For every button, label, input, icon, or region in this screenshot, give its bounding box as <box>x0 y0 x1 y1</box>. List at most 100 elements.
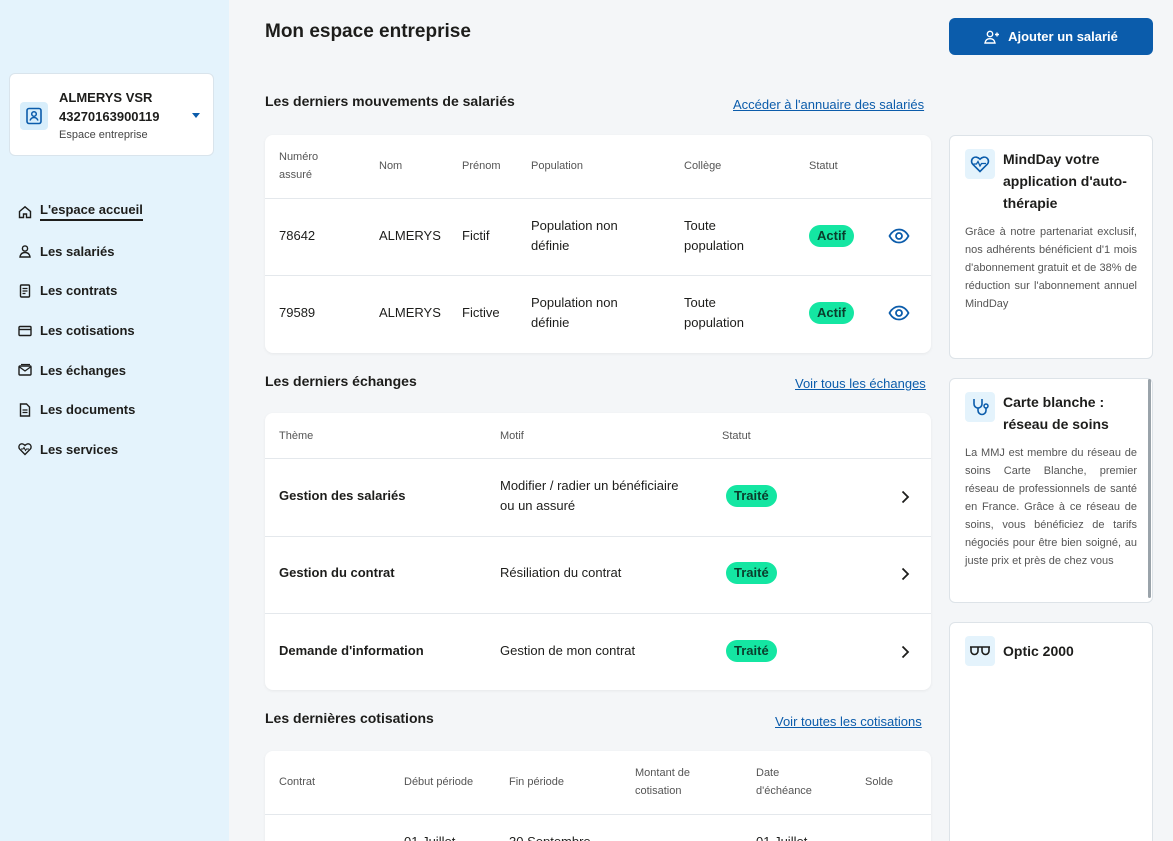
card-scrollbar[interactable] <box>1148 379 1151 598</box>
service-title: Optic 2000 <box>1003 643 1074 659</box>
row-divider <box>265 458 931 459</box>
col-numero: Numéro assuré <box>279 151 319 181</box>
service-description: La MMJ est membre du réseau de soins Car… <box>965 447 1137 567</box>
row-divider <box>265 198 931 199</box>
nav-label: Les cotisations <box>40 323 135 339</box>
account-selector[interactable]: ALMERYS VSR 43270163900119 Espace entrep… <box>9 73 214 156</box>
view-eye-icon[interactable] <box>888 305 910 321</box>
col-motif: Motif <box>500 430 524 442</box>
cell-echeance: 01 Juillet <box>756 832 807 841</box>
cell-theme: Gestion des salariés <box>279 488 406 503</box>
cell-population: Population non définie <box>531 295 618 330</box>
cell-fin: 30 Septembre <box>509 832 591 841</box>
employees-directory-link[interactable]: Accéder à l'annuaire des salariés <box>733 97 925 112</box>
service-description: Grâce à notre partenariat exclusif, nos … <box>965 226 1137 310</box>
nav-item-services[interactable]: Les services <box>17 430 217 470</box>
chevron-right-icon[interactable] <box>899 645 911 659</box>
row-divider <box>265 814 931 815</box>
exchanges-section-title: Les derniers échanges <box>265 373 417 389</box>
cell-nom: ALMERYS <box>379 228 441 243</box>
contributions-table: Contrat Début période Fin période Montan… <box>265 751 931 841</box>
service-card-optic-2000[interactable]: Optic 2000 <box>949 622 1153 841</box>
nav-item-contrats[interactable]: Les contrats <box>17 271 217 311</box>
glasses-icon <box>965 636 995 666</box>
status-badge: Actif <box>809 302 854 324</box>
service-title: MindDay votre application d'auto-thérapi… <box>1003 151 1127 211</box>
cell-motif: Résiliation du contrat <box>500 565 622 580</box>
cell-population: Population non définie <box>531 218 618 253</box>
sidebar: ALMERYS VSR 43270163900119 Espace entrep… <box>0 0 229 841</box>
add-user-icon <box>984 30 1000 44</box>
exchanges-table: Thème Motif Statut Gestion des salariés … <box>265 413 931 690</box>
home-icon <box>17 204 33 220</box>
chevron-right-icon[interactable] <box>899 490 911 504</box>
account-number: 43270163900119 <box>59 109 160 124</box>
service-card-carte-blanche[interactable]: Carte blanche : réseau de soins La MMJ e… <box>949 378 1153 603</box>
service-card-mindday[interactable]: MindDay votre application d'auto-thérapi… <box>949 135 1153 359</box>
employees-section-title: Les derniers mouvements de salariés <box>265 93 515 109</box>
nav-item-accueil[interactable]: L'espace accueil <box>17 192 217 232</box>
col-montant: Montant de cotisation <box>635 767 691 797</box>
cell-motif: Modifier / radier un bénéficiaire ou un a… <box>500 478 679 513</box>
nav-label: Les salariés <box>40 243 115 259</box>
employees-table: Numéro assuré Nom Prénom Population Collè… <box>265 135 931 353</box>
add-employee-label: Ajouter un salarié <box>1008 29 1118 44</box>
col-nom: Nom <box>379 160 403 172</box>
row-divider <box>265 536 931 537</box>
col-fin: Fin période <box>509 776 565 788</box>
company-badge-icon <box>20 102 48 130</box>
nav-label: Les échanges <box>40 362 126 378</box>
col-statut: Statut <box>722 430 751 442</box>
cell-debut: 01 Juillet <box>404 832 455 841</box>
row-divider <box>265 275 931 276</box>
user-icon <box>17 243 33 259</box>
all-contributions-link[interactable]: Voir toutes les cotisations <box>775 714 922 729</box>
mail-icon <box>17 362 33 378</box>
status-badge: Traité <box>726 640 777 662</box>
cell-college: Toute population <box>684 295 744 330</box>
view-eye-icon[interactable] <box>888 228 910 244</box>
cell-motif: Gestion de mon contrat <box>500 643 636 658</box>
cell-theme: Gestion du contrat <box>279 565 395 580</box>
col-debut: Début période <box>404 776 474 788</box>
nav-label: Les contrats <box>40 283 118 299</box>
heartbeat-icon <box>965 149 995 179</box>
col-statut: Statut <box>809 160 838 172</box>
all-exchanges-link[interactable]: Voir tous les échanges <box>795 376 926 391</box>
nav-item-echanges[interactable]: Les échanges <box>17 350 217 390</box>
nav-item-salaries[interactable]: Les salariés <box>17 232 217 272</box>
status-badge: Traité <box>726 562 777 584</box>
nav-label: Les documents <box>40 402 136 418</box>
nav-item-cotisations[interactable]: Les cotisations <box>17 311 217 351</box>
status-badge: Traité <box>726 485 777 507</box>
cell-prenom: Fictif <box>462 228 490 243</box>
col-college: Collège <box>684 160 722 172</box>
status-badge: Actif <box>809 225 854 247</box>
nav-item-documents[interactable]: Les documents <box>17 390 217 430</box>
account-subtitle: Espace entreprise <box>59 129 148 141</box>
main-nav: L'espace accueil Les salariés Les contra… <box>17 192 217 469</box>
cell-numero: 79589 <box>279 305 316 320</box>
add-employee-button[interactable]: Ajouter un salarié <box>949 18 1153 55</box>
chevron-right-icon[interactable] <box>899 567 911 581</box>
nav-label: L'espace accueil <box>40 202 143 222</box>
cell-college: Toute population <box>684 218 744 253</box>
heart-icon <box>17 441 33 457</box>
service-title: Carte blanche : réseau de soins <box>1003 394 1109 432</box>
account-name: ALMERYS VSR <box>59 90 153 105</box>
col-population: Population <box>531 160 583 172</box>
cell-nom: ALMERYS <box>379 305 441 320</box>
row-divider <box>265 613 931 614</box>
chevron-down-icon[interactable] <box>192 113 200 118</box>
contract-icon <box>17 283 33 299</box>
card-icon <box>17 323 33 339</box>
cell-theme: Demande d'information <box>279 643 424 658</box>
col-echeance: Date d'échéance <box>756 767 812 797</box>
cell-numero: 78642 <box>279 228 316 243</box>
stethoscope-icon <box>965 392 995 422</box>
nav-label: Les services <box>40 441 119 457</box>
page-title: Mon espace entreprise <box>265 21 471 42</box>
col-solde: Solde <box>865 776 894 788</box>
cell-prenom: Fictive <box>462 305 500 320</box>
document-icon <box>17 402 33 418</box>
